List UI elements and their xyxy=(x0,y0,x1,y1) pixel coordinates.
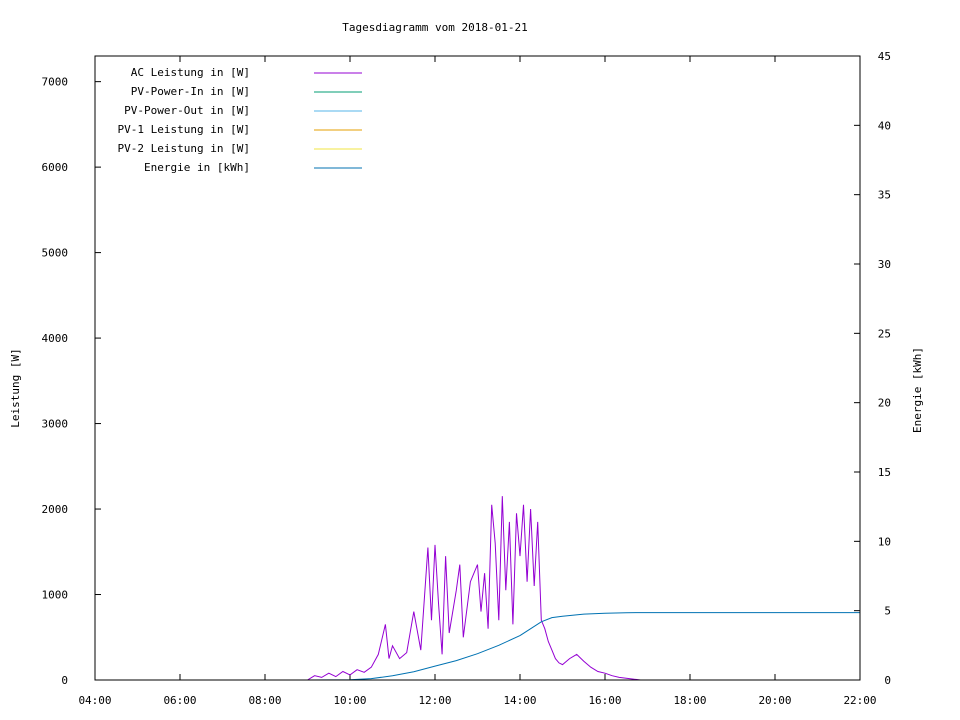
legend-label: Energie in [kWh] xyxy=(144,161,250,174)
y-tick-label: 0 xyxy=(61,674,68,687)
chart-title: Tagesdiagramm vom 2018-01-21 xyxy=(342,21,527,34)
x-tick-label: 18:00 xyxy=(673,694,706,707)
y-tick-label: 5000 xyxy=(42,247,69,260)
y2-axis-label: Energie [kWh] xyxy=(911,347,924,433)
x-tick-label: 14:00 xyxy=(503,694,536,707)
x-tick-label: 04:00 xyxy=(78,694,111,707)
x-tick-label: 10:00 xyxy=(333,694,366,707)
x-tick-label: 22:00 xyxy=(843,694,876,707)
y2-tick-label: 35 xyxy=(878,189,891,202)
series-layer xyxy=(307,496,860,681)
y2-tick-label: 40 xyxy=(878,119,891,132)
y-axis-label: Leistung [W] xyxy=(9,348,22,427)
y-tick-label: 2000 xyxy=(42,503,69,516)
y2-tick-label: 0 xyxy=(884,674,891,687)
y2-tick-label: 25 xyxy=(878,327,891,340)
legend-label: PV-Power-In in [W] xyxy=(131,85,250,98)
x-tick-label: 16:00 xyxy=(588,694,621,707)
legend-label: PV-1 Leistung in [W] xyxy=(118,123,250,136)
y2-tick-label: 10 xyxy=(878,535,891,548)
plot-frame xyxy=(94,55,861,681)
legend: AC Leistung in [W] PV-Power-In in [W] PV-P… xyxy=(118,66,362,174)
y2-tick-label: 45 xyxy=(878,50,891,63)
ticks-layer: 04:00 06:00 08:00 10:00 12:00 14:00 16:00 18:00… xyxy=(42,50,892,707)
y-tick-label: 4000 xyxy=(42,332,69,345)
series-line-5 xyxy=(307,612,860,681)
y-tick-label: 7000 xyxy=(42,76,69,89)
series-line-0 xyxy=(307,496,641,681)
y-tick-label: 6000 xyxy=(42,161,69,174)
y2-tick-label: 20 xyxy=(878,397,891,410)
y2-tick-label: 30 xyxy=(878,258,891,271)
x-tick-label: 08:00 xyxy=(248,694,281,707)
y2-tick-label: 15 xyxy=(878,466,891,479)
x-tick-label: 20:00 xyxy=(758,694,791,707)
y-tick-label: 1000 xyxy=(42,589,69,602)
y2-tick-label: 5 xyxy=(884,605,891,618)
x-tick-label: 12:00 xyxy=(418,694,451,707)
x-tick-label: 06:00 xyxy=(163,694,196,707)
legend-label: PV-2 Leistung in [W] xyxy=(118,142,250,155)
legend-label: PV-Power-Out in [W] xyxy=(124,104,250,117)
legend-label: AC Leistung in [W] xyxy=(131,66,250,79)
y-tick-label: 3000 xyxy=(42,418,69,431)
